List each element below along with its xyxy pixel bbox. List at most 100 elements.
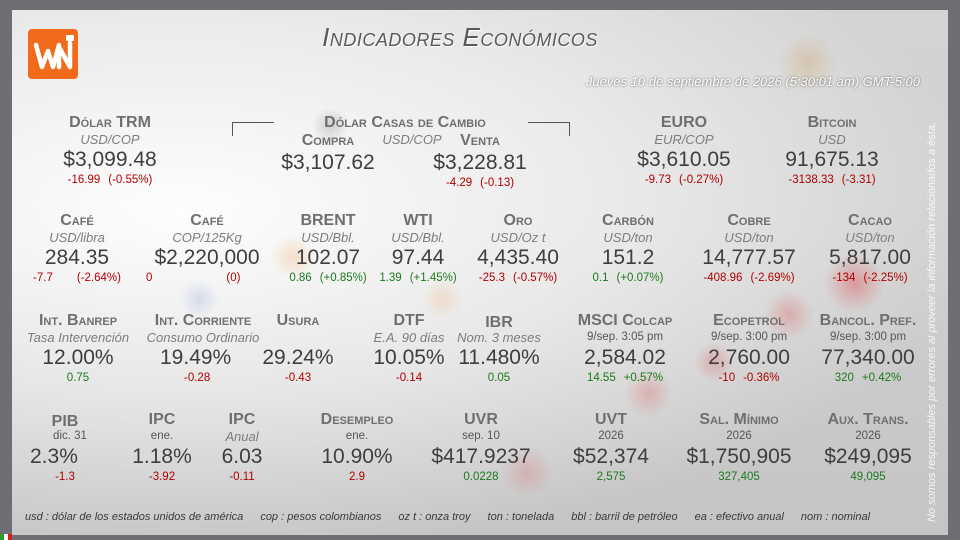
indicator-value: $52,374 [573,445,649,468]
indicator-value: 10.90% [321,445,393,468]
indicator-unit: USD/ton [724,230,774,245]
indicator-value: 11.480% [458,346,540,369]
indicator-value: $3,107.62 [281,151,375,174]
indicator-change: 14.55 +0.57% [564,371,686,385]
indicator-label: UVR [464,411,498,428]
indicator-change: -3138.33 (-3.31) [764,173,900,187]
indicator-carbon: Carbón USD/ton 151.2 0.1 (+0.07%) [578,212,678,285]
indicator-aux-transporte: Aux. Trans. 2026 $249,095 49,095 [810,411,926,484]
indicator-unit: 2026 [855,430,881,442]
indicator-unit: USD/Oz t [490,230,546,245]
flag-icon [0,534,12,540]
indicator-value: 29.24% [262,346,334,369]
legend-item: cop : pesos colombianos [260,511,382,523]
change-absolute: -408.96 [703,272,743,284]
change-percent: (+1.45%) [409,272,457,284]
change-absolute: 0.1 [592,272,609,284]
indicator-label: PIB [51,413,79,430]
indicator-unit: dic. 31 [53,430,87,442]
indicator-label: IBR [485,314,513,331]
indicator-change: 2,575 [596,471,626,483]
indicator-label: WTI [403,212,433,229]
indicator-label: Sal. Mínimo [699,411,779,428]
indicator-change: -408.96 (-2.69%) [690,271,808,285]
indicator-change: 0.86 (+0.85%) [284,271,372,285]
indicator-label: Compra [301,132,355,149]
indicator-unit: USD/ton [845,230,895,245]
indicator-change: -0.43 [284,372,312,384]
abbreviations-legend: usd : dólar de los estados unidos de amé… [25,511,925,523]
indicator-value: 12.00% [42,346,114,369]
indicator-change: 0.05 [487,372,511,384]
indicator-change: 49,095 [850,471,886,483]
change-absolute: -7.7 [33,272,53,284]
indicator-unit: COP/125Kg [172,230,242,245]
change-percent: (-2.64%) [76,272,121,284]
indicator-value: 284.35 [44,246,110,269]
indicator-uvt: UVT 2026 $52,374 2,575 [556,411,666,484]
change-absolute: 320 [834,372,854,384]
change-absolute: -134 [832,272,856,284]
indicator-unit: USD/COP [80,132,140,147]
change-absolute: 0.86 [289,272,312,284]
brand-logo-icon [33,35,74,70]
indicator-label: Aux. Trans. [827,411,909,428]
indicator-bancolombia-pref: Bancol. Pref. 9/sep. 3:00 pm 77,340.00 3… [808,312,928,385]
indicator-unit: USD/Bbl. [301,230,355,245]
indicator-label: IPC [148,411,176,428]
indicator-value: 2.3% [30,445,78,468]
indicator-value: 97.44 [391,246,445,269]
bracket-right [528,122,570,136]
indicator-label: Usura [276,312,320,329]
indicator-value: 102.07 [295,246,361,269]
indicator-unit: 2026 [726,430,752,442]
indicator-change: -0.28 [184,372,211,384]
disclaimer-note: No somos responsables por errores al pro… [926,122,938,522]
indicator-change: 320 +0.42% [808,371,928,385]
indicator-value: 6.03 [221,445,263,468]
indicator-value: 77,340.00 [821,346,915,369]
indicator-value: $249,095 [824,445,912,468]
indicator-label: Café [190,212,224,229]
indicator-unit: USD/ton [603,230,653,245]
change-percent: (+0.85%) [319,272,367,284]
indicator-ipc-monthly: IPC ene. 1.18% -3.92 [126,411,198,484]
indicator-unit: Anual [225,429,259,444]
legend-item: ton : tonelada [487,511,555,523]
change-absolute: -25.3 [478,272,506,284]
legend-item: nom : nominal [800,511,871,523]
indicator-change: 2.9 [349,471,365,483]
change-absolute: -9.73 [644,174,672,186]
indicator-change: 327,405 [718,471,760,483]
indicator-label: Desempleo [320,411,394,428]
indicator-bitcoin: Bitcoin USD 91,675.13 -3138.33 (-3.31) [764,114,900,187]
indicator-value: $2,220,000 [154,246,260,269]
indicator-value: 91,675.13 [785,148,879,171]
indicator-ipc-annual: IPC Anual 6.03 -0.11 [206,411,278,484]
indicator-value: 151.2 [601,246,655,269]
indicator-change: -10 -0.36% [690,371,808,385]
indicator-label: Café [60,212,94,229]
indicator-change: -134 (-2.25%) [814,271,926,285]
page-title: Indicadores Económicos [322,22,598,52]
indicator-cafe-usd: Café USD/libra 284.35 -7.7 (-2.64%) [18,212,136,285]
indicator-unit: USD/libra [49,230,105,245]
indicator-unit: 9/sep. 3:00 pm [710,331,788,343]
indicator-unit: ene. [150,430,174,442]
indicator-label: Bitcoin [807,114,857,131]
indicator-unit: 2026 [598,430,624,442]
indicator-label: Bancol. Pref. [819,312,917,329]
change-percent: -0.36% [743,372,780,384]
indicator-cobre: Cobre USD/ton 14,777.57 -408.96 (-2.69%) [690,212,808,285]
indicator-value: $1,750,905 [686,445,792,468]
indicator-value: $3,610.05 [637,148,731,171]
indicator-oro: Oro USD/Oz t 4,435.40 -25.3 (-0.57%) [466,212,570,285]
indicator-change: -9.73 (-0.27%) [614,173,754,187]
indicator-compra: Compra $3,107.62 [268,132,388,176]
change-absolute: -10 [718,372,736,384]
change-percent: (-2.25%) [863,272,908,284]
change-absolute: -16.99 [67,174,101,186]
change-percent: (0) [226,272,241,284]
indicator-label: Cobre [727,212,771,229]
indicator-change: 0.1 (+0.07%) [578,271,678,285]
